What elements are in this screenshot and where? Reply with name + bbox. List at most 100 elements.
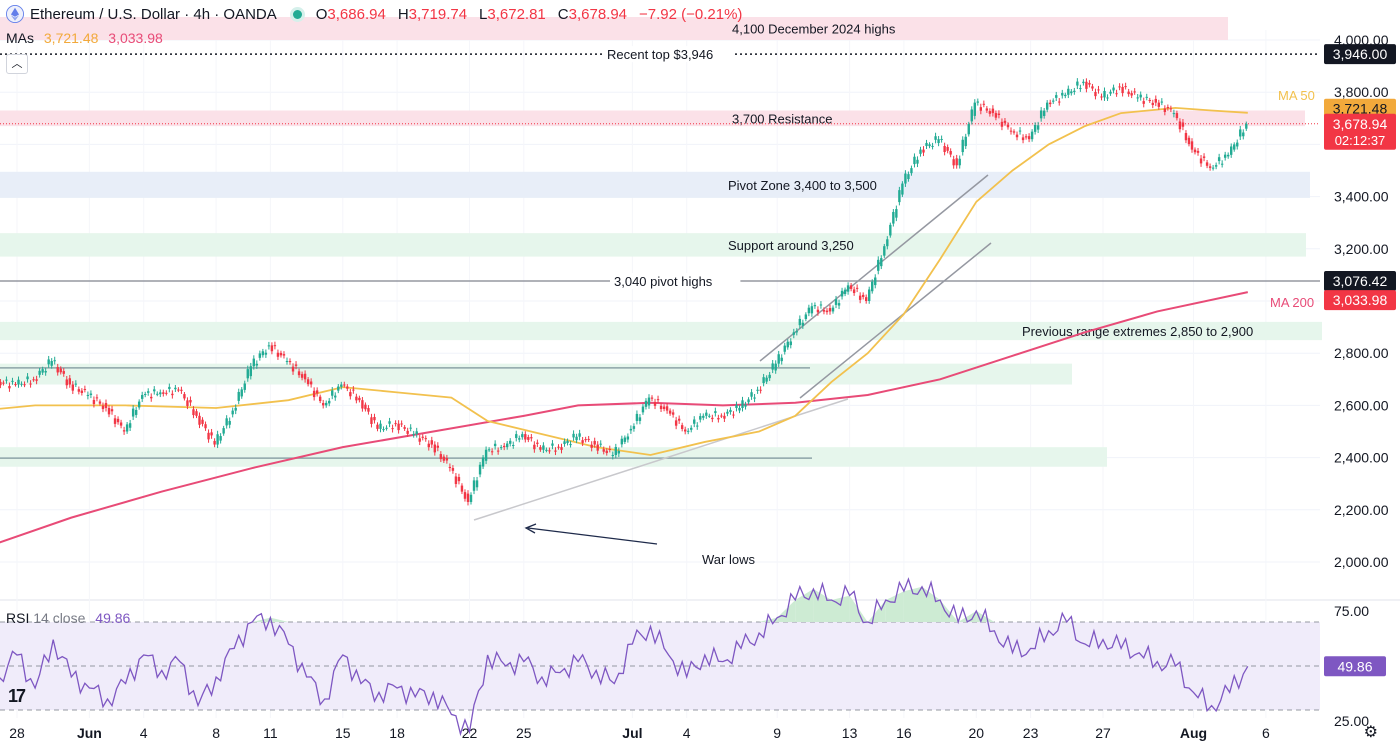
candle-body	[328, 400, 331, 404]
candle-body	[530, 437, 533, 439]
candle-body	[113, 418, 117, 424]
candle-body	[1245, 123, 1248, 129]
candle-body	[702, 415, 705, 418]
zone-label: Pivot Zone 3,400 to 3,500	[728, 178, 877, 193]
candle-body	[557, 446, 560, 448]
candle-body	[874, 277, 877, 286]
candle-body	[128, 423, 132, 428]
y-tick-label: 3,800.00	[1334, 84, 1389, 100]
candle-body	[509, 440, 512, 444]
candle-body	[551, 443, 554, 446]
candle-body	[611, 454, 614, 456]
candle-body	[1136, 97, 1139, 99]
candle-body	[750, 392, 753, 397]
collapse-legend-button[interactable]: ︿	[6, 54, 28, 74]
candle-body	[940, 138, 943, 140]
candle-body	[1030, 131, 1034, 140]
zone-label: Support around 3,250	[728, 238, 854, 253]
symbol-title[interactable]: Ethereum / U.S. Dollar · 4h · OANDA	[30, 5, 277, 23]
candle-body	[665, 406, 669, 411]
candle-body	[315, 390, 319, 394]
candle-body	[828, 308, 832, 312]
candle-body	[620, 438, 624, 445]
x-tick-label: 25	[516, 725, 532, 741]
candle-body	[162, 392, 165, 394]
candle-body	[1184, 133, 1188, 141]
candle-body	[397, 423, 400, 431]
candle-body	[282, 354, 286, 356]
ma-legend[interactable]: MAs 3,721.48 3,033.98	[6, 30, 163, 46]
candle-body	[997, 113, 1001, 115]
candle-body	[439, 454, 443, 460]
candle-body	[454, 476, 458, 484]
candle-body	[394, 423, 397, 425]
candle-body	[717, 417, 720, 420]
candle-body	[29, 383, 32, 385]
rsi-legend[interactable]: RSI 14 close 49.86	[6, 610, 130, 626]
candle-body	[1082, 81, 1085, 84]
price-badge	[1324, 271, 1396, 292]
candle-body	[243, 383, 246, 390]
candle-body	[756, 389, 759, 391]
candle-body	[225, 418, 228, 426]
candle-body	[729, 409, 732, 413]
candle-body	[1223, 154, 1227, 158]
candle-body	[499, 447, 503, 449]
candle-body	[180, 389, 183, 391]
x-tick-label: 11	[263, 725, 278, 741]
candle-body	[726, 411, 729, 414]
candle-body	[629, 428, 633, 431]
price-badge-value: 3,721.48	[1333, 101, 1388, 117]
y-tick-label: 2,800.00	[1334, 345, 1389, 361]
candle-body	[807, 307, 811, 314]
channel-line-lower	[799, 242, 992, 399]
war-lows-label: War lows	[702, 552, 755, 567]
candle-body	[430, 440, 433, 445]
candle-body	[1233, 144, 1236, 150]
candle-body	[1239, 129, 1242, 137]
candle-body	[1067, 88, 1070, 95]
candle-body	[961, 139, 964, 153]
zone-band	[0, 321, 1322, 341]
candle-body	[1130, 93, 1133, 96]
candle-body	[107, 408, 111, 415]
candle-body	[261, 351, 265, 356]
candle-body	[1190, 141, 1194, 150]
candle-body	[1205, 162, 1209, 166]
rsi-y-tick-label: 25.00	[1334, 713, 1369, 729]
candle-body	[279, 352, 283, 356]
candle-body	[605, 450, 608, 454]
candle-body	[801, 322, 805, 326]
candle-body	[834, 299, 838, 305]
candle-body	[699, 416, 702, 420]
candle-body	[1115, 93, 1118, 95]
y-tick-label: 3,200.00	[1334, 241, 1389, 257]
candle-body	[355, 396, 358, 401]
candle-body	[506, 443, 509, 448]
candle-body	[855, 287, 859, 289]
candle-body	[318, 396, 322, 402]
candle-body	[771, 363, 774, 370]
candle-body	[744, 404, 747, 407]
candle-body	[134, 409, 138, 415]
candle-body	[418, 438, 421, 442]
candle-body	[647, 397, 651, 406]
candle-body	[644, 400, 648, 407]
candle-body	[65, 379, 68, 386]
candle-body	[976, 101, 980, 103]
candle-body	[864, 297, 868, 301]
candle-body	[478, 464, 482, 475]
gear-icon[interactable]: ⚙	[1363, 724, 1378, 741]
rsi-overbought-fill	[903, 586, 922, 622]
candle-body	[524, 434, 527, 440]
tradingview-logo-icon[interactable]: 17	[8, 686, 26, 706]
candle-body	[1049, 102, 1052, 105]
high-label: H	[397, 5, 409, 23]
x-tick-label: 8	[212, 725, 220, 741]
ma50-line	[0, 106, 1248, 456]
candle-body	[222, 428, 225, 434]
candle-body	[210, 432, 213, 436]
candle-body	[1214, 165, 1218, 167]
rsi-overbought-fill	[885, 591, 904, 622]
